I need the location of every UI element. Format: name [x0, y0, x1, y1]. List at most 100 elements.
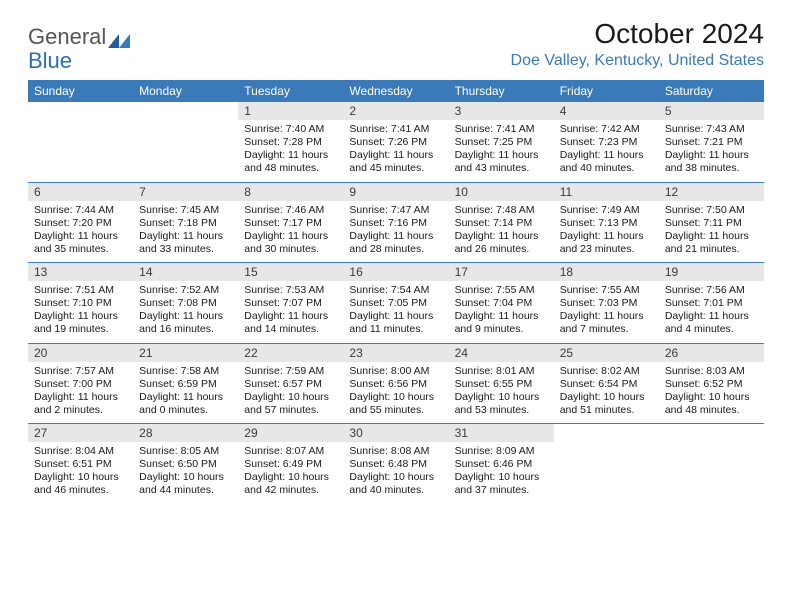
sunrise-text: Sunrise: 7:44 AM	[34, 204, 127, 217]
daylight-text: and 53 minutes.	[455, 404, 548, 417]
day-detail-row: Sunrise: 7:44 AMSunset: 7:20 PMDaylight:…	[28, 201, 764, 263]
daylight-text: and 33 minutes.	[139, 243, 232, 256]
daylight-text: Daylight: 11 hours	[665, 230, 758, 243]
daylight-text: Daylight: 11 hours	[34, 391, 127, 404]
weekday-header: Friday	[554, 80, 659, 102]
sunrise-text: Sunrise: 8:02 AM	[560, 365, 653, 378]
calendar-page: General October 2024 Doe Valley, Kentuck…	[0, 0, 792, 524]
day-number: 23	[343, 344, 448, 362]
sunrise-text: Sunrise: 8:09 AM	[455, 445, 548, 458]
day-detail-cell: Sunrise: 7:44 AMSunset: 7:20 PMDaylight:…	[28, 201, 133, 263]
day-detail-cell: Sunrise: 8:07 AMSunset: 6:49 PMDaylight:…	[238, 442, 343, 504]
sunrise-text: Sunrise: 8:03 AM	[665, 365, 758, 378]
day-number: 5	[659, 102, 764, 120]
sunset-text: Sunset: 7:18 PM	[139, 217, 232, 230]
daylight-text: and 43 minutes.	[455, 162, 548, 175]
daylight-text: and 16 minutes.	[139, 323, 232, 336]
weekday-header: Sunday	[28, 80, 133, 102]
daylight-text: and 44 minutes.	[139, 484, 232, 497]
sunrise-text: Sunrise: 7:47 AM	[349, 204, 442, 217]
sunset-text: Sunset: 6:59 PM	[139, 378, 232, 391]
day-detail-row: Sunrise: 8:04 AMSunset: 6:51 PMDaylight:…	[28, 442, 764, 504]
day-number: 2	[343, 102, 448, 120]
daylight-text: Daylight: 10 hours	[244, 471, 337, 484]
sunrise-text: Sunrise: 8:07 AM	[244, 445, 337, 458]
day-detail-cell: Sunrise: 7:46 AMSunset: 7:17 PMDaylight:…	[238, 201, 343, 263]
sunset-text: Sunset: 6:55 PM	[455, 378, 548, 391]
sunrise-text: Sunrise: 7:42 AM	[560, 123, 653, 136]
day-detail-cell: Sunrise: 8:08 AMSunset: 6:48 PMDaylight:…	[343, 442, 448, 504]
page-title: October 2024	[511, 18, 764, 50]
empty-cell	[659, 442, 764, 504]
day-number: 14	[133, 263, 238, 281]
daylight-text: Daylight: 11 hours	[349, 310, 442, 323]
day-number: 1	[238, 102, 343, 120]
day-detail-cell: Sunrise: 7:55 AMSunset: 7:04 PMDaylight:…	[449, 281, 554, 343]
daylight-text: Daylight: 11 hours	[139, 230, 232, 243]
sunset-text: Sunset: 7:25 PM	[455, 136, 548, 149]
sunset-text: Sunset: 7:26 PM	[349, 136, 442, 149]
daylight-text: and 48 minutes.	[665, 404, 758, 417]
daylight-text: Daylight: 10 hours	[244, 391, 337, 404]
sunset-text: Sunset: 7:11 PM	[665, 217, 758, 230]
sunset-text: Sunset: 7:04 PM	[455, 297, 548, 310]
empty-cell	[554, 424, 659, 442]
day-detail-cell: Sunrise: 7:40 AMSunset: 7:28 PMDaylight:…	[238, 120, 343, 182]
day-number-row: 13141516171819	[28, 263, 764, 281]
sunrise-text: Sunrise: 7:41 AM	[349, 123, 442, 136]
daylight-text: and 2 minutes.	[34, 404, 127, 417]
day-number-row: 12345	[28, 102, 764, 120]
calendar-table: Sunday Monday Tuesday Wednesday Thursday…	[28, 80, 764, 504]
location-subtitle: Doe Valley, Kentucky, United States	[511, 52, 764, 70]
daylight-text: and 4 minutes.	[665, 323, 758, 336]
daylight-text: and 40 minutes.	[349, 484, 442, 497]
weekday-header: Thursday	[449, 80, 554, 102]
daylight-text: Daylight: 11 hours	[560, 310, 653, 323]
daylight-text: and 0 minutes.	[139, 404, 232, 417]
day-detail-cell: Sunrise: 7:43 AMSunset: 7:21 PMDaylight:…	[659, 120, 764, 182]
sunrise-text: Sunrise: 7:53 AM	[244, 284, 337, 297]
day-detail-cell: Sunrise: 7:56 AMSunset: 7:01 PMDaylight:…	[659, 281, 764, 343]
daylight-text: Daylight: 10 hours	[665, 391, 758, 404]
empty-cell	[133, 120, 238, 182]
daylight-text: and 46 minutes.	[34, 484, 127, 497]
day-detail-cell: Sunrise: 7:52 AMSunset: 7:08 PMDaylight:…	[133, 281, 238, 343]
day-number: 16	[343, 263, 448, 281]
logo-text-blue: Blue	[28, 48, 72, 74]
day-detail-cell: Sunrise: 7:49 AMSunset: 7:13 PMDaylight:…	[554, 201, 659, 263]
daylight-text: Daylight: 11 hours	[560, 149, 653, 162]
day-detail-cell: Sunrise: 7:45 AMSunset: 7:18 PMDaylight:…	[133, 201, 238, 263]
sunset-text: Sunset: 6:49 PM	[244, 458, 337, 471]
daylight-text: and 35 minutes.	[34, 243, 127, 256]
sunrise-text: Sunrise: 7:55 AM	[560, 284, 653, 297]
title-block: October 2024 Doe Valley, Kentucky, Unite…	[511, 18, 764, 70]
day-number: 17	[449, 263, 554, 281]
sunset-text: Sunset: 7:23 PM	[560, 136, 653, 149]
daylight-text: and 11 minutes.	[349, 323, 442, 336]
sunset-text: Sunset: 7:01 PM	[665, 297, 758, 310]
sunrise-text: Sunrise: 7:50 AM	[665, 204, 758, 217]
day-detail-cell: Sunrise: 8:05 AMSunset: 6:50 PMDaylight:…	[133, 442, 238, 504]
day-number: 20	[28, 344, 133, 362]
daylight-text: Daylight: 11 hours	[139, 391, 232, 404]
day-detail-row: Sunrise: 7:51 AMSunset: 7:10 PMDaylight:…	[28, 281, 764, 343]
sunset-text: Sunset: 7:17 PM	[244, 217, 337, 230]
day-detail-cell: Sunrise: 7:55 AMSunset: 7:03 PMDaylight:…	[554, 281, 659, 343]
daylight-text: Daylight: 11 hours	[34, 310, 127, 323]
weekday-header: Monday	[133, 80, 238, 102]
day-number: 21	[133, 344, 238, 362]
day-detail-row: Sunrise: 7:57 AMSunset: 7:00 PMDaylight:…	[28, 362, 764, 424]
sunrise-text: Sunrise: 7:40 AM	[244, 123, 337, 136]
day-detail-cell: Sunrise: 7:42 AMSunset: 7:23 PMDaylight:…	[554, 120, 659, 182]
empty-cell	[554, 442, 659, 504]
sunrise-text: Sunrise: 7:56 AM	[665, 284, 758, 297]
sunrise-text: Sunrise: 7:41 AM	[455, 123, 548, 136]
day-number: 22	[238, 344, 343, 362]
day-detail-cell: Sunrise: 8:00 AMSunset: 6:56 PMDaylight:…	[343, 362, 448, 424]
sunset-text: Sunset: 6:48 PM	[349, 458, 442, 471]
sunrise-text: Sunrise: 7:46 AM	[244, 204, 337, 217]
sunrise-text: Sunrise: 8:04 AM	[34, 445, 127, 458]
day-detail-cell: Sunrise: 8:04 AMSunset: 6:51 PMDaylight:…	[28, 442, 133, 504]
day-number: 30	[343, 424, 448, 442]
daylight-text: Daylight: 10 hours	[455, 471, 548, 484]
